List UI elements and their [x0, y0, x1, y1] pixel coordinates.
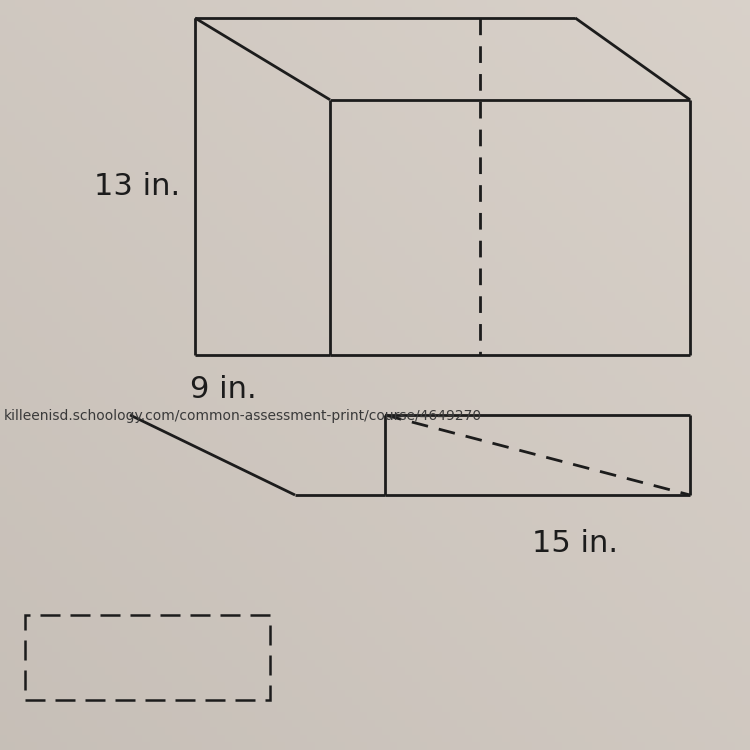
Text: 13 in.: 13 in. — [94, 172, 180, 201]
Text: 9 in.: 9 in. — [190, 375, 256, 404]
Text: 15 in.: 15 in. — [532, 530, 618, 558]
Bar — [25, 615, 270, 700]
Text: killeenisd.schoology.com/common-assessment-print/course/4649270: killeenisd.schoology.com/common-assessme… — [4, 410, 482, 423]
